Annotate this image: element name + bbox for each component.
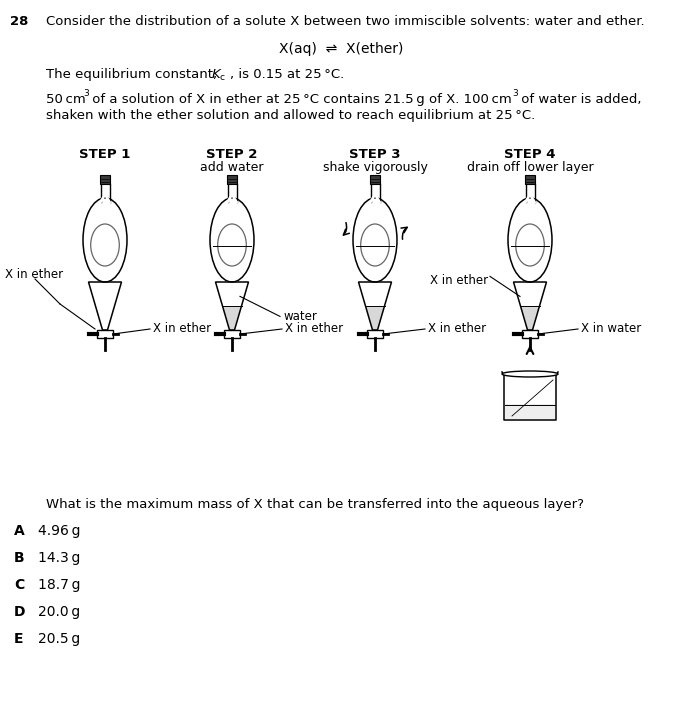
Text: water: water (283, 310, 317, 323)
Text: B: B (14, 551, 25, 565)
Ellipse shape (210, 198, 254, 282)
Text: STEP 2: STEP 2 (206, 148, 257, 161)
Text: X in ether: X in ether (5, 267, 63, 281)
Bar (505, 404, 555, 419)
Text: shake vigorously: shake vigorously (322, 161, 428, 174)
Text: X in ether: X in ether (153, 322, 211, 336)
Text: 18.7 g: 18.7 g (38, 578, 81, 592)
Ellipse shape (212, 209, 251, 255)
Text: C: C (14, 578, 25, 592)
Bar (525, 175, 535, 184)
Text: X in ether: X in ether (430, 274, 488, 288)
Text: STEP 4: STEP 4 (504, 148, 556, 161)
Bar (367, 330, 383, 338)
Text: 3: 3 (83, 89, 89, 98)
Bar (522, 330, 538, 338)
Text: STEP 3: STEP 3 (349, 148, 401, 161)
Text: 50 cm: 50 cm (46, 93, 86, 106)
Polygon shape (520, 306, 540, 330)
Text: 20.0 g: 20.0 g (38, 605, 80, 619)
Text: , is 0.15 at 25 °C.: , is 0.15 at 25 °C. (230, 68, 344, 81)
Bar (224, 330, 240, 338)
Text: drain off lower layer: drain off lower layer (466, 161, 594, 174)
Text: of water is added,: of water is added, (517, 93, 641, 106)
Ellipse shape (356, 209, 394, 255)
Text: $\mathit{K}_\mathrm{c}$: $\mathit{K}_\mathrm{c}$ (211, 68, 226, 83)
Bar (97, 330, 113, 338)
Ellipse shape (502, 371, 558, 377)
Text: add water: add water (200, 161, 264, 174)
Text: The equilibrium constant,: The equilibrium constant, (46, 68, 221, 81)
Text: X in water: X in water (581, 322, 641, 336)
Text: Consider the distribution of a solute X between two immiscible solvents: water a: Consider the distribution of a solute X … (46, 15, 645, 28)
Text: shaken with the ether solution and allowed to reach equilibrium at 25 °C.: shaken with the ether solution and allow… (46, 109, 535, 122)
Text: 28: 28 (10, 15, 29, 28)
Ellipse shape (511, 209, 549, 255)
Ellipse shape (83, 198, 127, 282)
Text: 14.3 g: 14.3 g (38, 551, 81, 565)
Text: X in ether: X in ether (285, 322, 343, 336)
Text: E: E (14, 632, 23, 646)
Ellipse shape (353, 198, 397, 282)
Text: D: D (14, 605, 25, 619)
Bar (227, 175, 237, 184)
Text: A: A (14, 524, 25, 538)
Bar (370, 175, 380, 184)
Bar (100, 175, 110, 184)
Text: 4.96 g: 4.96 g (38, 524, 81, 538)
Text: STEP 1: STEP 1 (79, 148, 130, 161)
Text: X(aq)  ⇌  X(ether): X(aq) ⇌ X(ether) (279, 42, 404, 56)
Text: of a solution of X in ether at 25 °C contains 21.5 g of X. 100 cm: of a solution of X in ether at 25 °C con… (88, 93, 512, 106)
Ellipse shape (508, 198, 552, 282)
Text: 3: 3 (512, 89, 518, 98)
Polygon shape (365, 306, 385, 330)
Text: 20.5 g: 20.5 g (38, 632, 80, 646)
Text: X in ether: X in ether (428, 322, 486, 336)
Polygon shape (223, 306, 242, 330)
Text: What is the maximum mass of X that can be transferred into the aqueous layer?: What is the maximum mass of X that can b… (46, 498, 584, 511)
